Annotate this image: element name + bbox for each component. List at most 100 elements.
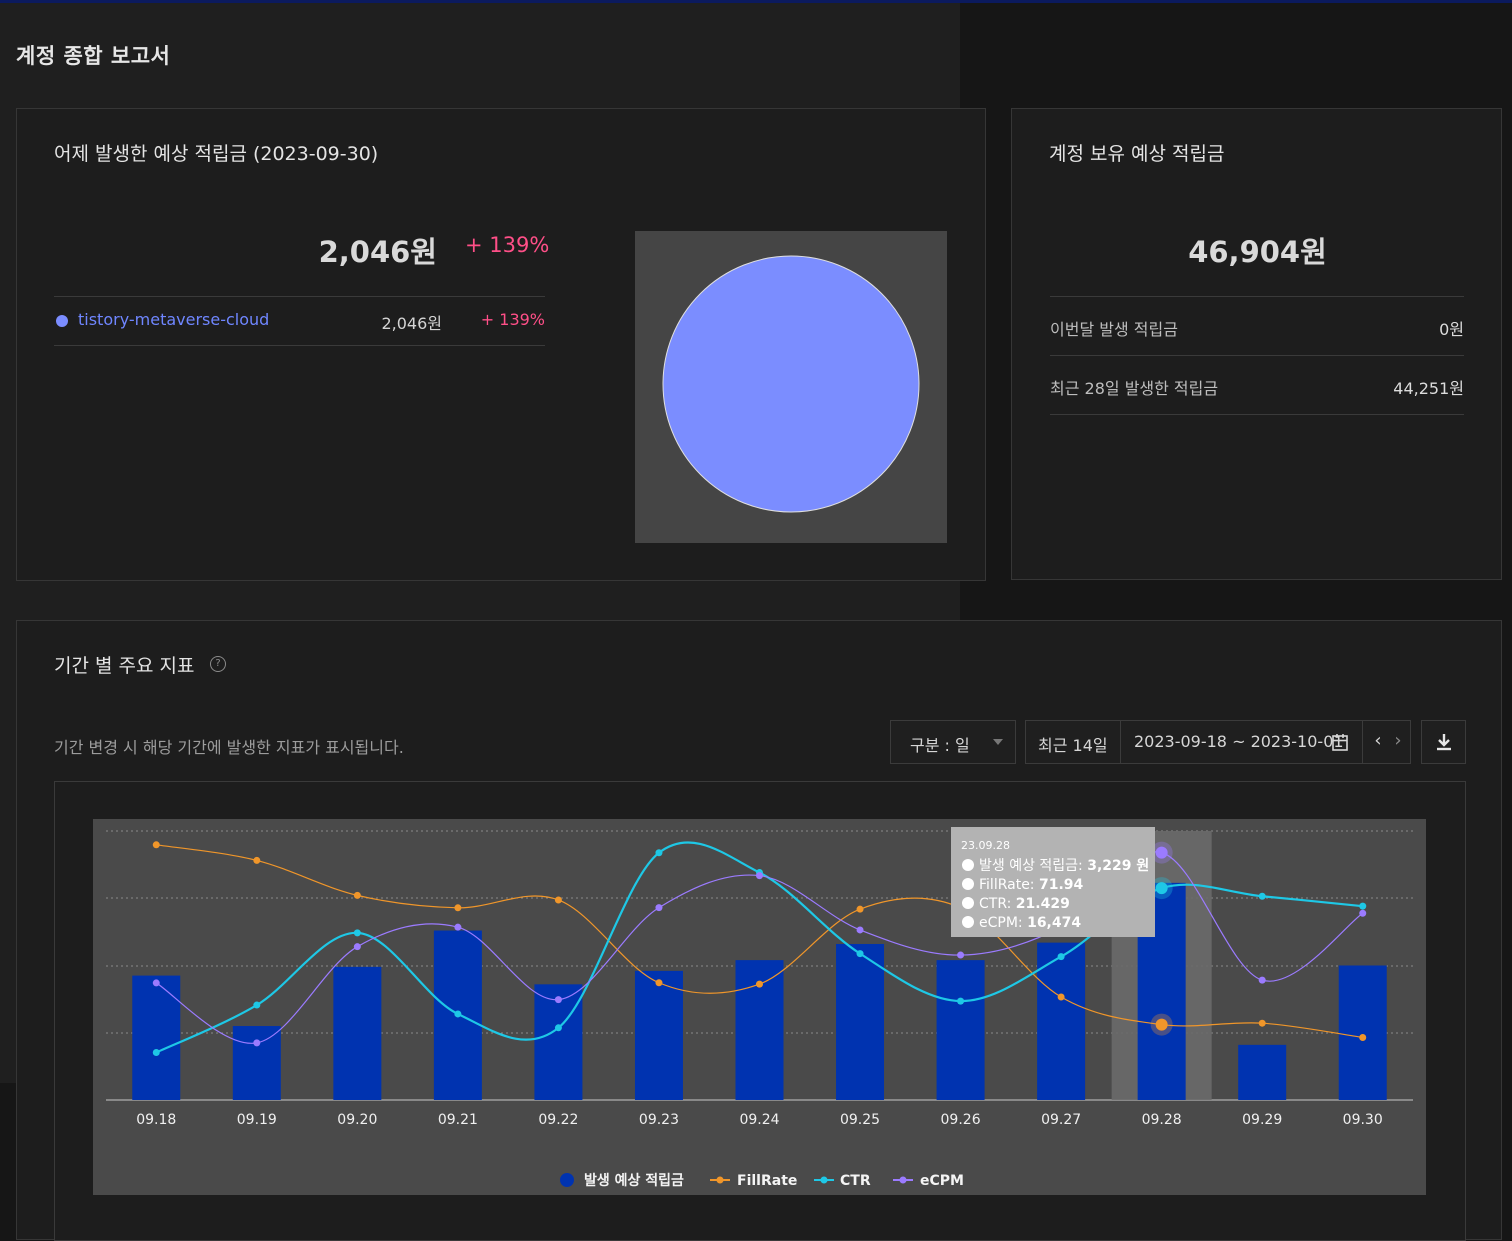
point-ecpm-09.23[interactable]	[655, 904, 663, 912]
divider	[1050, 414, 1464, 415]
yesterday-earnings-card: 어제 발생한 예상 적립금 (2023-09-30) 2,046원 + 139%…	[16, 108, 986, 581]
bar-09.25[interactable]	[836, 943, 885, 1100]
point-ctr-09.27[interactable]	[1057, 953, 1065, 961]
site-name-link[interactable]: tistory-metaverse-cloud	[78, 310, 270, 329]
point-fillrate-09.20[interactable]	[353, 891, 361, 899]
x-tick-label: 09.24	[739, 1112, 779, 1128]
point-fillrate-09.28[interactable]	[1155, 1018, 1168, 1031]
point-ctr-09.19[interactable]	[253, 1001, 261, 1009]
holding-card-title: 계정 보유 예상 적립금	[1049, 143, 1225, 165]
legend-item-ecpm[interactable]: eCPM	[893, 1173, 964, 1189]
point-fillrate-09.25[interactable]	[856, 905, 864, 913]
range-preset-button[interactable]: 최근 14일	[1038, 736, 1108, 755]
bar-09.19[interactable]	[232, 1026, 281, 1100]
month-earnings-row: 이번달 발생 적립금 0원	[1050, 297, 1464, 355]
point-ctr-09.18[interactable]	[152, 1049, 160, 1057]
point-ecpm-09.25[interactable]	[856, 926, 864, 934]
svg-text:FillRate: 71.94: FillRate: 71.94	[979, 877, 1084, 893]
point-ecpm-09.26[interactable]	[957, 951, 965, 959]
bar-09.26[interactable]	[936, 960, 985, 1100]
yesterday-amount: 2,046원	[318, 235, 437, 269]
date-range-value[interactable]: 2023-09-18 ~ 2023-10-01	[1134, 732, 1344, 751]
point-ecpm-09.24[interactable]	[756, 872, 763, 880]
download-button[interactable]	[1421, 720, 1466, 764]
bar-09.20[interactable]	[333, 966, 382, 1100]
bar-09.23[interactable]	[634, 970, 683, 1100]
pie-svg	[662, 255, 920, 513]
bar-09.27[interactable]	[1037, 942, 1086, 1100]
point-ctr-09.26[interactable]	[957, 997, 965, 1005]
point-ecpm-09.21[interactable]	[454, 923, 462, 931]
site-share-pie-chart	[635, 231, 947, 543]
point-ecpm-09.22[interactable]	[554, 996, 562, 1004]
unit-select-value: 구분 : 일	[910, 736, 970, 755]
chart-tooltip: 23.09.28 발생 예상 적립금: 3,229 원 FillRate: 71.9…	[951, 827, 1155, 937]
divider	[54, 345, 545, 346]
pie-slice-tistory-metaverse-cloud[interactable]	[662, 255, 920, 513]
svg-text:23.09.28: 23.09.28	[961, 839, 1010, 852]
recent-28d-label: 최근 28일 발생한 적립금	[1050, 379, 1219, 398]
point-fillrate-09.21[interactable]	[454, 904, 462, 912]
point-fillrate-09.27[interactable]	[1057, 993, 1065, 1001]
chevron-left-icon[interactable]: ‹	[1374, 730, 1382, 751]
point-ecpm-09.29[interactable]	[1258, 976, 1266, 984]
divider	[1120, 721, 1121, 763]
metrics-description: 기간 변경 시 해당 기간에 발생한 지표가 표시됩니다.	[54, 738, 404, 757]
holding-earnings-card: 계정 보유 예상 적립금 46,904원 이번달 발생 적립금 0원 최근 28…	[1011, 108, 1502, 580]
bar-09.22[interactable]	[534, 984, 583, 1100]
month-earnings-value: 0원	[1439, 320, 1464, 339]
bar-09.29[interactable]	[1238, 1044, 1287, 1100]
recent-28d-value: 44,251원	[1393, 379, 1464, 398]
recent-28d-earnings-row: 최근 28일 발생한 적립금 44,251원	[1050, 356, 1464, 414]
point-ctr-09.23[interactable]	[655, 849, 663, 857]
x-tick-label: 09.19	[237, 1112, 277, 1128]
point-ecpm-09.30[interactable]	[1359, 909, 1367, 917]
point-ctr-09.29[interactable]	[1258, 892, 1266, 900]
period-metrics-chart: 09.18 09.19 09.20 09.21 09.22 09.23 09.24 09.25…	[93, 819, 1426, 1195]
x-tick-label: 09.20	[337, 1112, 377, 1128]
date-range-picker[interactable]: 최근 14일 2023-09-18 ~ 2023-10-01 ‹ ›	[1025, 720, 1411, 764]
point-fillrate-09.18[interactable]	[152, 841, 160, 849]
point-ecpm-09.20[interactable]	[353, 943, 361, 951]
point-fillrate-09.30[interactable]	[1359, 1033, 1367, 1041]
divider	[1050, 355, 1464, 356]
point-fillrate-09.29[interactable]	[1258, 1019, 1266, 1027]
legend-item-ctr[interactable]: CTR	[814, 1173, 871, 1189]
point-fillrate-09.19[interactable]	[253, 856, 261, 864]
svg-text:발생 예상 적립금: 발생 예상 적립금	[584, 1172, 684, 1189]
top-accent-line	[0, 0, 1512, 3]
legend-item-발생-예상-적립금[interactable]: 발생 예상 적립금	[560, 1172, 684, 1189]
point-ctr-09.20[interactable]	[353, 929, 361, 937]
x-tick-label: 09.30	[1343, 1112, 1383, 1128]
site-amount: 2,046원	[381, 314, 442, 333]
calendar-icon[interactable]	[1332, 733, 1348, 751]
point-fillrate-09.22[interactable]	[554, 896, 562, 904]
caret-down-icon	[993, 739, 1003, 745]
point-ctr-09.21[interactable]	[454, 1010, 462, 1018]
x-tick-label: 09.28	[1142, 1112, 1182, 1128]
x-tick-label: 09.22	[538, 1112, 578, 1128]
svg-text:eCPM: 16,474: eCPM: 16,474	[979, 915, 1081, 931]
point-fillrate-09.24[interactable]	[756, 980, 763, 988]
point-ctr-09.30[interactable]	[1359, 902, 1367, 910]
legend-item-fillrate[interactable]: FillRate	[710, 1173, 797, 1189]
point-ecpm-09.19[interactable]	[253, 1039, 261, 1047]
x-tick-label: 09.23	[639, 1112, 679, 1128]
bar-09.30[interactable]	[1338, 965, 1387, 1101]
question-circle-icon[interactable]: ?	[210, 656, 226, 672]
site-row[interactable]: tistory-metaverse-cloud 2,046원 + 139%	[54, 297, 545, 345]
point-ctr-09.22[interactable]	[554, 1024, 562, 1032]
point-ecpm-09.28[interactable]	[1155, 846, 1168, 859]
site-change: + 139%	[480, 310, 545, 329]
svg-text:CTR: CTR	[840, 1173, 871, 1189]
chevron-right-icon[interactable]: ›	[1394, 730, 1402, 751]
point-fillrate-09.23[interactable]	[655, 979, 663, 987]
unit-select[interactable]: 구분 : 일	[890, 720, 1016, 764]
divider	[1362, 721, 1363, 763]
bar-09.18[interactable]	[132, 975, 181, 1100]
divider	[1050, 296, 1464, 297]
x-tick-label: 09.21	[438, 1112, 478, 1128]
point-ctr-09.25[interactable]	[856, 950, 864, 958]
point-ctr-09.28[interactable]	[1155, 882, 1168, 895]
point-ecpm-09.18[interactable]	[152, 979, 160, 987]
